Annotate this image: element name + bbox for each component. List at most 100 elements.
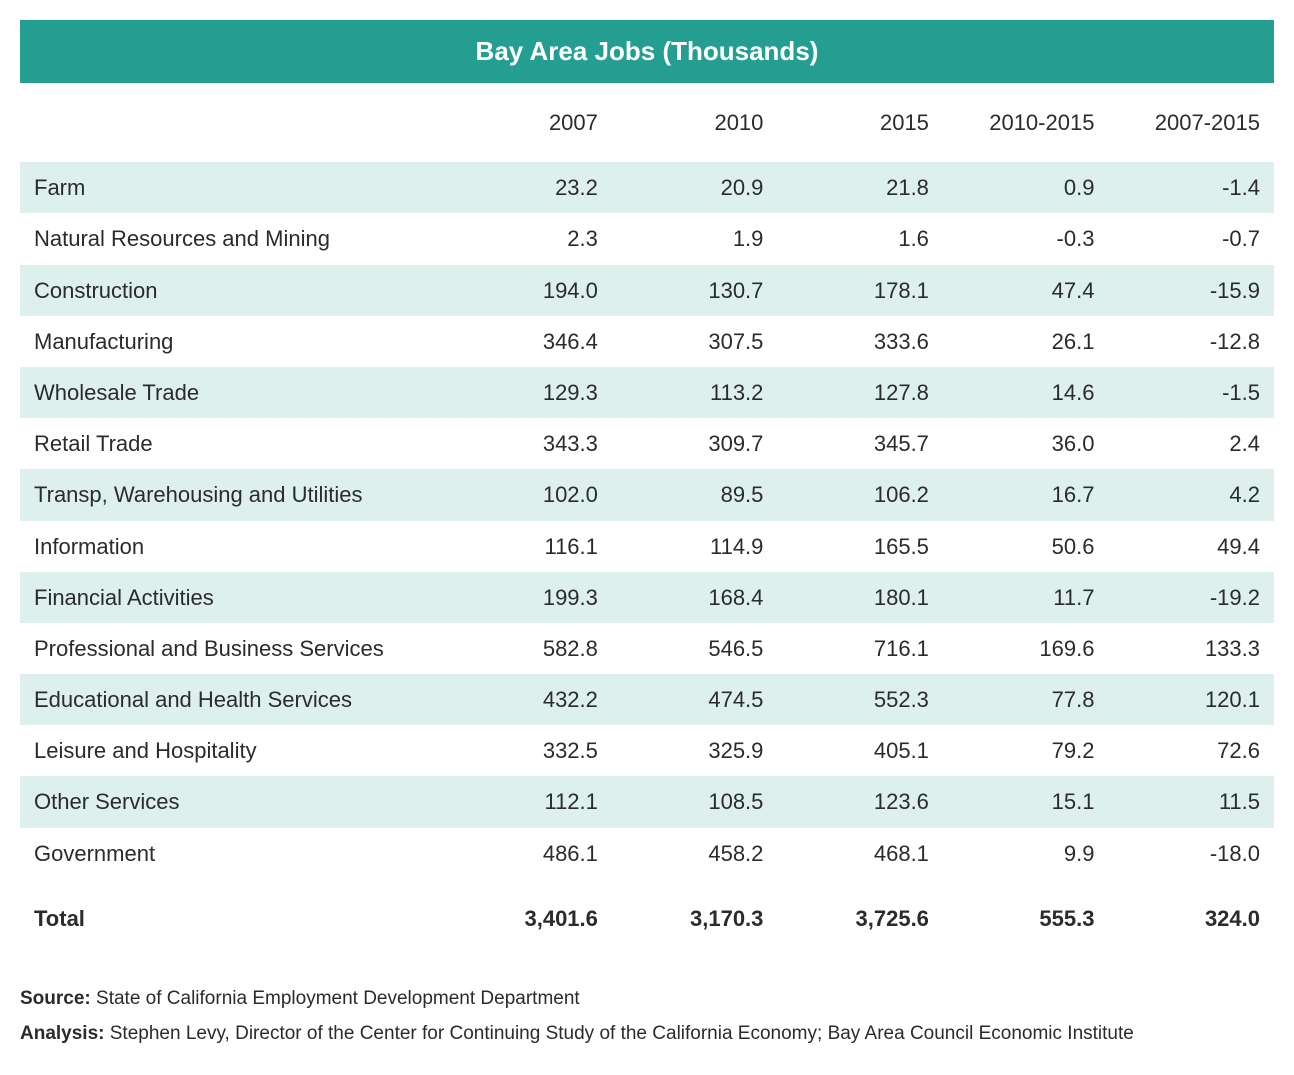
value-cell: 20.9 bbox=[612, 162, 778, 213]
value-cell: 307.5 bbox=[612, 316, 778, 367]
value-cell: 112.1 bbox=[446, 776, 612, 827]
value-cell: 15.1 bbox=[943, 776, 1109, 827]
total-value-cell: 3,170.3 bbox=[612, 879, 778, 966]
sector-cell: Financial Activities bbox=[20, 572, 446, 623]
total-value-cell: 3,401.6 bbox=[446, 879, 612, 966]
table-row: Natural Resources and Mining2.31.91.6-0.… bbox=[20, 213, 1274, 264]
header-col-4: 2007-2015 bbox=[1108, 83, 1274, 162]
header-col-2: 2015 bbox=[777, 83, 943, 162]
value-cell: 474.5 bbox=[612, 674, 778, 725]
value-cell: 309.7 bbox=[612, 418, 778, 469]
value-cell: 23.2 bbox=[446, 162, 612, 213]
value-cell: 123.6 bbox=[777, 776, 943, 827]
table-row: Leisure and Hospitality332.5325.9405.179… bbox=[20, 725, 1274, 776]
value-cell: 21.8 bbox=[777, 162, 943, 213]
value-cell: 405.1 bbox=[777, 725, 943, 776]
sector-cell: Information bbox=[20, 521, 446, 572]
table-row: Government486.1458.2468.19.9-18.0 bbox=[20, 828, 1274, 879]
header-blank bbox=[20, 83, 446, 162]
value-cell: -0.7 bbox=[1108, 213, 1274, 264]
source-text: State of California Employment Developme… bbox=[91, 988, 580, 1009]
value-cell: 346.4 bbox=[446, 316, 612, 367]
value-cell: -18.0 bbox=[1108, 828, 1274, 879]
value-cell: 2.3 bbox=[446, 213, 612, 264]
header-col-1: 2010 bbox=[612, 83, 778, 162]
value-cell: 199.3 bbox=[446, 572, 612, 623]
value-cell: 49.4 bbox=[1108, 521, 1274, 572]
analysis-label: Analysis: bbox=[20, 1023, 104, 1044]
value-cell: 2.4 bbox=[1108, 418, 1274, 469]
total-row: Total3,401.63,170.33,725.6555.3324.0 bbox=[20, 879, 1274, 966]
value-cell: 343.3 bbox=[446, 418, 612, 469]
total-value-cell: 324.0 bbox=[1108, 879, 1274, 966]
source-line: Source: State of California Employment D… bbox=[20, 984, 1274, 1013]
table-row: Information116.1114.9165.550.649.4 bbox=[20, 521, 1274, 572]
value-cell: 102.0 bbox=[446, 469, 612, 520]
value-cell: 72.6 bbox=[1108, 725, 1274, 776]
value-cell: -19.2 bbox=[1108, 572, 1274, 623]
value-cell: 9.9 bbox=[943, 828, 1109, 879]
value-cell: 325.9 bbox=[612, 725, 778, 776]
value-cell: -1.5 bbox=[1108, 367, 1274, 418]
table-row: Educational and Health Services432.2474.… bbox=[20, 674, 1274, 725]
sector-cell: Manufacturing bbox=[20, 316, 446, 367]
table-title: Bay Area Jobs (Thousands) bbox=[20, 20, 1274, 83]
value-cell: 116.1 bbox=[446, 521, 612, 572]
total-label: Total bbox=[20, 879, 446, 966]
table-row: Construction194.0130.7178.147.4-15.9 bbox=[20, 265, 1274, 316]
value-cell: 16.7 bbox=[943, 469, 1109, 520]
value-cell: 47.4 bbox=[943, 265, 1109, 316]
value-cell: -1.4 bbox=[1108, 162, 1274, 213]
table-row: Manufacturing346.4307.5333.626.1-12.8 bbox=[20, 316, 1274, 367]
value-cell: 169.6 bbox=[943, 623, 1109, 674]
sector-cell: Other Services bbox=[20, 776, 446, 827]
table-row: Farm23.220.921.80.9-1.4 bbox=[20, 162, 1274, 213]
value-cell: 113.2 bbox=[612, 367, 778, 418]
sector-cell: Natural Resources and Mining bbox=[20, 213, 446, 264]
analysis-line: Analysis: Stephen Levy, Director of the … bbox=[20, 1019, 1274, 1048]
table-body: Farm23.220.921.80.9-1.4Natural Resources… bbox=[20, 162, 1274, 966]
table-row: Retail Trade343.3309.7345.736.02.4 bbox=[20, 418, 1274, 469]
value-cell: -12.8 bbox=[1108, 316, 1274, 367]
value-cell: 130.7 bbox=[612, 265, 778, 316]
sector-cell: Farm bbox=[20, 162, 446, 213]
value-cell: 114.9 bbox=[612, 521, 778, 572]
value-cell: 432.2 bbox=[446, 674, 612, 725]
value-cell: 133.3 bbox=[1108, 623, 1274, 674]
jobs-table-container: Bay Area Jobs (Thousands) 2007 2010 2015… bbox=[20, 20, 1274, 1049]
sector-cell: Government bbox=[20, 828, 446, 879]
value-cell: 168.4 bbox=[612, 572, 778, 623]
value-cell: 345.7 bbox=[777, 418, 943, 469]
value-cell: 165.5 bbox=[777, 521, 943, 572]
total-value-cell: 3,725.6 bbox=[777, 879, 943, 966]
value-cell: 180.1 bbox=[777, 572, 943, 623]
value-cell: 11.7 bbox=[943, 572, 1109, 623]
analysis-text: Stephen Levy, Director of the Center for… bbox=[104, 1023, 1133, 1044]
value-cell: 486.1 bbox=[446, 828, 612, 879]
value-cell: 11.5 bbox=[1108, 776, 1274, 827]
sector-cell: Transp, Warehousing and Utilities bbox=[20, 469, 446, 520]
sector-cell: Leisure and Hospitality bbox=[20, 725, 446, 776]
source-label: Source: bbox=[20, 988, 91, 1009]
sector-cell: Retail Trade bbox=[20, 418, 446, 469]
value-cell: -15.9 bbox=[1108, 265, 1274, 316]
sector-cell: Educational and Health Services bbox=[20, 674, 446, 725]
value-cell: 546.5 bbox=[612, 623, 778, 674]
header-col-3: 2010-2015 bbox=[943, 83, 1109, 162]
sector-cell: Professional and Business Services bbox=[20, 623, 446, 674]
value-cell: 50.6 bbox=[943, 521, 1109, 572]
value-cell: 0.9 bbox=[943, 162, 1109, 213]
sector-cell: Construction bbox=[20, 265, 446, 316]
value-cell: 14.6 bbox=[943, 367, 1109, 418]
value-cell: 1.6 bbox=[777, 213, 943, 264]
table-row: Financial Activities199.3168.4180.111.7-… bbox=[20, 572, 1274, 623]
value-cell: 106.2 bbox=[777, 469, 943, 520]
total-value-cell: 555.3 bbox=[943, 879, 1109, 966]
jobs-table: 2007 2010 2015 2010-2015 2007-2015 Farm2… bbox=[20, 83, 1274, 966]
value-cell: 178.1 bbox=[777, 265, 943, 316]
value-cell: 77.8 bbox=[943, 674, 1109, 725]
value-cell: 716.1 bbox=[777, 623, 943, 674]
value-cell: 36.0 bbox=[943, 418, 1109, 469]
value-cell: 108.5 bbox=[612, 776, 778, 827]
value-cell: 468.1 bbox=[777, 828, 943, 879]
